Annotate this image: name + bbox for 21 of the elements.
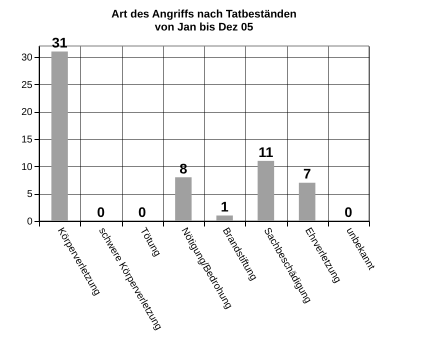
data-label: 0 <box>96 204 105 220</box>
y-tick-label: 0 <box>26 216 33 228</box>
bar <box>175 177 192 221</box>
y-tick-label: 5 <box>26 189 33 200</box>
data-label: 7 <box>303 166 312 182</box>
bar <box>51 51 68 221</box>
bar <box>298 182 316 221</box>
bar <box>216 216 233 221</box>
data-label: 8 <box>179 160 188 176</box>
data-label: 11 <box>258 144 274 160</box>
data-label: 31 <box>52 34 68 50</box>
data-label: 0 <box>138 204 146 220</box>
chart-title: Art des Angriffs nach Tatbeständen von Jan bis Dez 05 <box>111 8 297 34</box>
data-label: 1 <box>220 198 229 215</box>
bar <box>258 160 274 221</box>
y-tick-label: 30 <box>21 52 33 64</box>
data-label: 0 <box>344 204 352 220</box>
y-tick-label: 20 <box>21 107 33 118</box>
y-tick-label: 10 <box>21 162 33 173</box>
y-tick-label: 15 <box>21 134 33 146</box>
y-tick-label: 25 <box>21 80 33 91</box>
